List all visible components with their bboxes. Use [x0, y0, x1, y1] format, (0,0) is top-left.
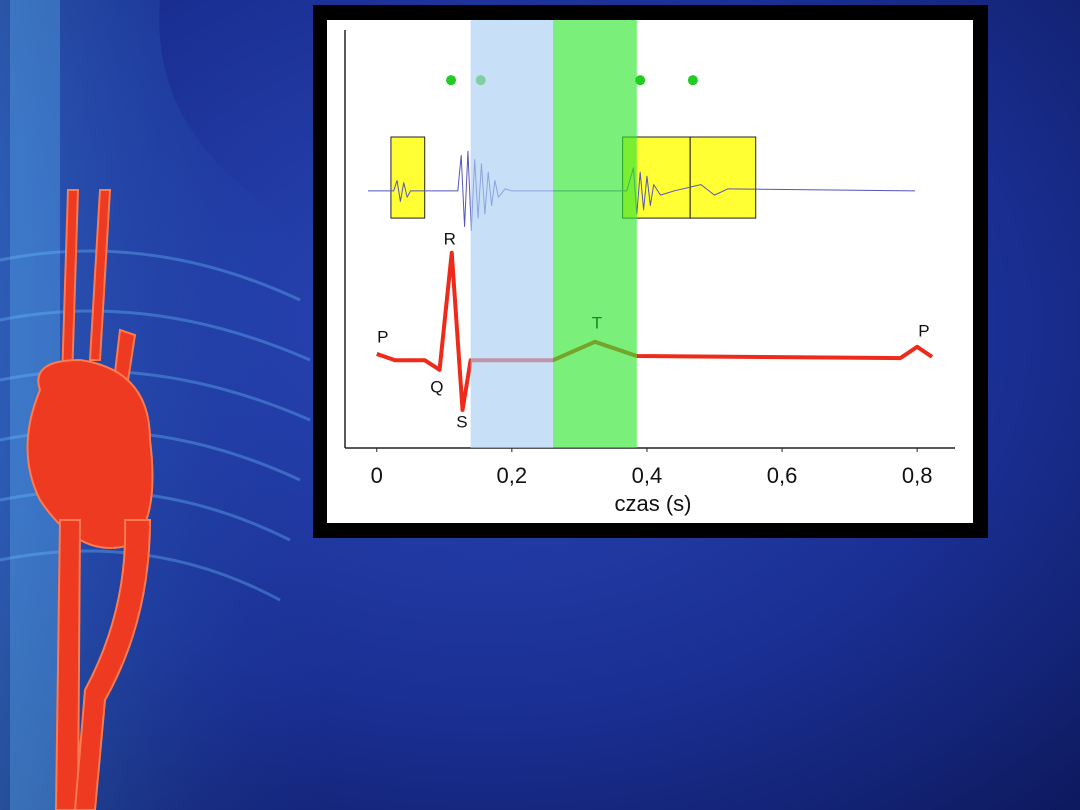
marker-dot — [687, 75, 698, 86]
anatomy-illustration — [0, 0, 330, 810]
x-tick-label: 0 — [371, 463, 383, 488]
annotation: R — [444, 229, 456, 248]
marker-dot — [446, 75, 457, 86]
phase-span — [553, 20, 637, 448]
marker-dot — [635, 75, 646, 86]
annotation: T — [592, 313, 602, 332]
phase-span — [470, 20, 554, 448]
x-tick-label: 0,6 — [767, 463, 798, 488]
x-axis-label: czas (s) — [615, 491, 692, 516]
sound-box — [689, 136, 757, 219]
annotation: Q — [430, 377, 443, 396]
sound-box — [390, 136, 426, 219]
annotation: S — [456, 412, 467, 431]
x-tick-label: 0,2 — [497, 463, 528, 488]
annotation: P — [918, 322, 929, 341]
marker-dot — [475, 75, 486, 86]
chart: 0 0,2 0,4 0,6 0,8 P Q R S T P — [344, 20, 955, 488]
x-tick-label: 0,8 — [902, 463, 933, 488]
x-tick-label: 0,4 — [632, 463, 663, 488]
annotation: P — [377, 328, 388, 347]
chart-panel — [327, 20, 973, 523]
